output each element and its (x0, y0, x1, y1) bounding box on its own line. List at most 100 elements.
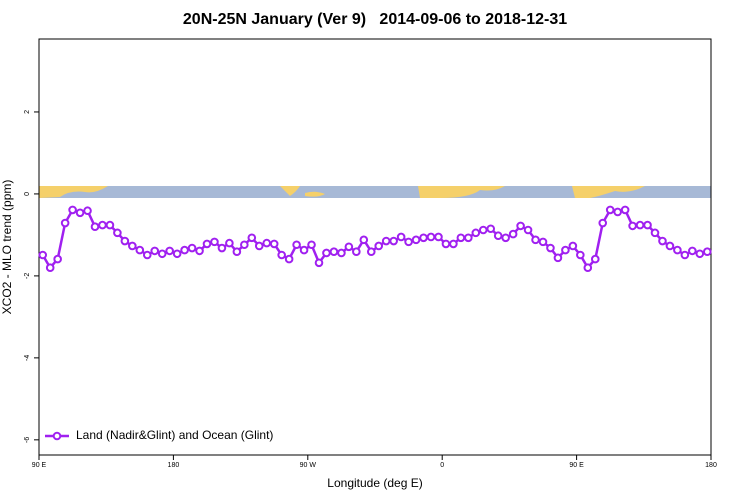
data-point (449, 239, 458, 249)
y-tick-label: -6 (24, 437, 31, 443)
data-point (546, 243, 555, 253)
x-tick-label: 180 (168, 462, 180, 469)
data-point (210, 237, 219, 247)
data-point (247, 233, 257, 243)
data-point (702, 247, 712, 257)
legend-marker (52, 431, 62, 441)
data-point (299, 245, 309, 255)
data-point (344, 242, 354, 252)
data-point (98, 220, 107, 230)
data-point (262, 238, 272, 248)
data-point (90, 222, 100, 232)
data-point (135, 245, 145, 255)
y-axis-label: XCO2 - MLO trend (ppm) (0, 180, 14, 315)
data-point (411, 235, 421, 245)
data-point (150, 246, 160, 256)
data-point (187, 243, 197, 253)
data-point (620, 205, 630, 215)
x-tick-label: 90 E (569, 462, 584, 469)
data-point (83, 206, 92, 216)
data-point (598, 218, 608, 228)
data-point (38, 250, 48, 260)
data-point (441, 239, 451, 249)
y-tick-label: -4 (24, 355, 31, 361)
data-point (396, 232, 406, 242)
data-point (284, 254, 294, 264)
data-point (501, 233, 510, 243)
data-point (352, 247, 361, 257)
data-point (605, 205, 615, 215)
data-point (434, 232, 443, 242)
data-point (568, 241, 578, 251)
data-point (366, 247, 376, 257)
y-tick-label: 2 (24, 110, 31, 114)
data-point (113, 228, 122, 238)
data-point (516, 221, 525, 231)
data-point (202, 239, 212, 249)
data-point (613, 207, 622, 217)
data-point (337, 248, 346, 258)
data-point (478, 225, 488, 235)
data-point (590, 254, 600, 264)
data-point (561, 245, 570, 255)
data-point (45, 263, 55, 272)
data-point (531, 235, 540, 245)
map-strip (39, 186, 711, 198)
data-point (232, 247, 242, 257)
data-point (673, 245, 682, 255)
data-point (217, 243, 227, 253)
data-point (292, 240, 301, 250)
data-point (314, 258, 324, 268)
data-point (688, 246, 697, 256)
data-point (180, 245, 189, 255)
x-tick-label: 90 E (32, 462, 47, 469)
data-point (277, 250, 286, 260)
data-point (157, 249, 167, 259)
x-axis-label: Longitude (deg E) (327, 476, 422, 490)
data-point (665, 241, 675, 251)
data-point (658, 236, 667, 246)
data-point (538, 237, 548, 247)
data-point (471, 228, 481, 238)
data-point (456, 233, 466, 243)
data-point (165, 246, 174, 256)
data-point (269, 239, 279, 249)
data-point (628, 221, 637, 231)
data-point (695, 249, 705, 259)
data-point (493, 231, 503, 241)
x-tick-label: 90 W (300, 462, 317, 469)
data-point (322, 248, 331, 258)
data-point (381, 236, 391, 246)
data-point (75, 208, 85, 218)
data-point (508, 229, 518, 239)
data-point (254, 241, 264, 251)
data-point (680, 250, 690, 260)
data-point (576, 250, 585, 260)
data-point (389, 236, 398, 246)
data-point (404, 237, 413, 247)
data-point (329, 247, 339, 257)
legend-label: Land (Nadir&Glint) and Ocean (Glint) (76, 428, 273, 442)
data-point (240, 240, 249, 250)
x-tick-label: 0 (440, 462, 444, 469)
data-point (374, 241, 384, 251)
data-point (523, 225, 533, 235)
x-tick-label: 180 (705, 462, 717, 469)
data-point (464, 233, 473, 243)
data-point (583, 263, 593, 272)
plot-frame (38, 38, 712, 456)
data-point (419, 233, 428, 243)
data-point (635, 220, 645, 230)
data-point (120, 236, 130, 246)
data-point (643, 220, 652, 230)
data-point (195, 246, 204, 256)
data-point (426, 232, 436, 242)
data-point (307, 240, 316, 250)
data-point (359, 235, 369, 245)
data-point (105, 220, 115, 230)
data-point (142, 250, 152, 260)
data-point (172, 249, 182, 259)
data-point (53, 254, 62, 264)
data-point (128, 241, 137, 251)
